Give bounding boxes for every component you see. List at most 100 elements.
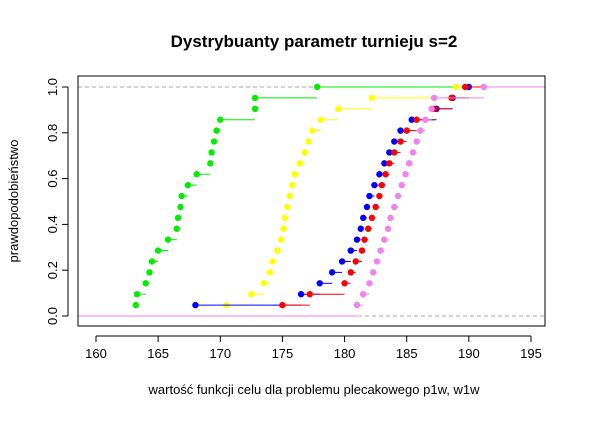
data-point [381, 160, 388, 167]
data-point [422, 116, 429, 123]
data-point [173, 225, 180, 232]
data-point [398, 181, 405, 189]
x-tick-label: 170 [209, 346, 231, 361]
data-point [368, 214, 376, 222]
data-point [251, 105, 259, 113]
data-point [352, 258, 359, 265]
data-point [154, 247, 162, 254]
y-axis-label: prawdopodobieństwo [6, 140, 21, 263]
series-5 [78, 83, 545, 317]
x-tick-label: 195 [520, 346, 542, 361]
data-point [291, 171, 299, 178]
data-point [192, 301, 199, 309]
data-point [177, 203, 184, 211]
data-point [391, 203, 398, 211]
data-point [366, 192, 373, 200]
data-point [286, 192, 294, 200]
data-point [409, 149, 417, 156]
data-point [296, 160, 304, 167]
data-point [430, 94, 438, 102]
data-point [386, 149, 393, 156]
data-point [281, 214, 289, 222]
x-tick-label: 190 [458, 346, 480, 361]
data-point [384, 225, 392, 232]
data-point [403, 127, 410, 134]
data-point [297, 290, 305, 298]
data-point [408, 116, 415, 123]
data-point [353, 236, 361, 243]
data-point [417, 127, 424, 134]
data-point [314, 83, 321, 91]
data-point [461, 83, 469, 91]
data-point [428, 105, 435, 113]
data-point [305, 138, 312, 145]
data-point [371, 181, 378, 189]
data-point [248, 290, 255, 298]
y-tick-label: 0.6 [45, 170, 60, 188]
x-axis-label: wartość funkcji celu dla problemu plecak… [148, 382, 481, 397]
x-tick-label: 160 [85, 346, 107, 361]
x-axis: 160 165 170 175 180 185 190 195 [85, 335, 542, 361]
data-point [360, 290, 367, 298]
data-point [364, 225, 372, 232]
data-point [373, 258, 381, 265]
y-tick-label: 0.2 [45, 261, 60, 279]
x-tick-label: 175 [272, 346, 294, 361]
data-point [369, 269, 377, 276]
data-point [347, 269, 354, 276]
data-point [376, 171, 383, 178]
data-point [366, 280, 373, 287]
plot-area [78, 83, 545, 317]
data-point [381, 236, 388, 243]
data-point [377, 247, 384, 254]
data-point [178, 192, 185, 200]
data-point [309, 127, 316, 134]
data-point [217, 116, 224, 123]
x-tick-label: 185 [396, 346, 418, 361]
data-point [363, 203, 371, 211]
data-point [207, 160, 214, 167]
data-point [387, 214, 394, 222]
data-point [213, 127, 220, 134]
data-point [316, 280, 323, 287]
chart-title: Dystrybuanty parametr turnieju s=2 [171, 32, 458, 51]
data-point [279, 301, 286, 309]
data-point [266, 269, 274, 276]
y-axis: 0.0 0.2 0.4 0.6 0.8 1.0 [45, 78, 69, 325]
data-point [260, 280, 267, 287]
data-point [406, 160, 413, 167]
data-point [269, 258, 276, 265]
data-point [378, 181, 386, 189]
plot-frame [77, 75, 546, 327]
data-point [480, 83, 487, 91]
data-point [386, 160, 393, 167]
x-tick-label: 165 [147, 346, 169, 361]
data-point [289, 181, 296, 189]
data-point [208, 149, 215, 156]
data-point [341, 280, 348, 287]
data-point [368, 94, 376, 102]
series-1 [78, 83, 545, 317]
data-point [338, 258, 346, 265]
data-point [301, 149, 308, 156]
data-point [372, 203, 379, 211]
data-point [358, 247, 366, 254]
data-point [391, 138, 398, 145]
data-point [328, 269, 336, 276]
data-point [361, 236, 368, 243]
data-point [164, 236, 172, 243]
data-point [397, 127, 404, 134]
data-point [360, 214, 367, 222]
y-tick-label: 0.0 [45, 307, 60, 325]
data-point [376, 192, 383, 200]
data-point [277, 236, 285, 243]
y-tick-label: 0.4 [45, 215, 60, 233]
data-point [317, 116, 325, 123]
data-point [382, 171, 389, 178]
x-tick-label: 180 [334, 346, 356, 361]
data-point [174, 214, 182, 222]
data-point [306, 290, 313, 298]
data-point [251, 94, 259, 102]
data-point [133, 290, 141, 298]
